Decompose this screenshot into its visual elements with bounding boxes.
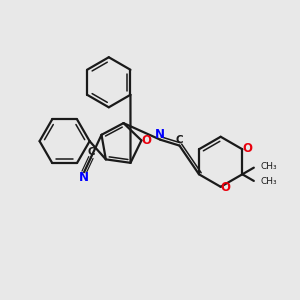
Text: CH₃: CH₃ bbox=[260, 177, 277, 186]
Text: CH₃: CH₃ bbox=[260, 162, 277, 171]
Text: O: O bbox=[221, 181, 231, 194]
Text: O: O bbox=[142, 134, 152, 147]
Text: C: C bbox=[87, 148, 95, 158]
Text: O: O bbox=[242, 142, 252, 155]
Text: C: C bbox=[176, 135, 183, 145]
Text: N: N bbox=[79, 171, 89, 184]
Text: N: N bbox=[155, 128, 165, 141]
